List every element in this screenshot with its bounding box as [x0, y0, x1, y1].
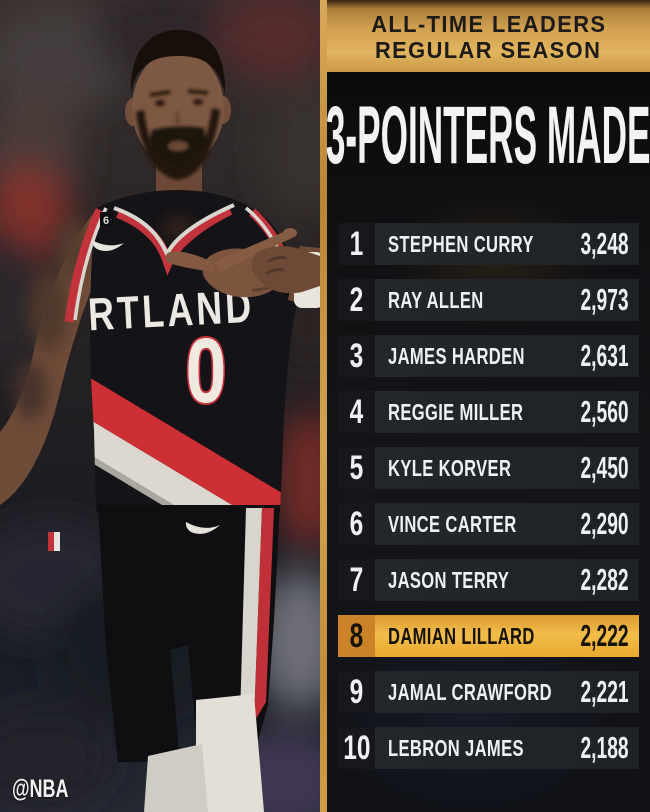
rank-cell: 4	[338, 391, 375, 433]
leaderboard-panel: ALL-TIME LEADERS REGULAR SEASON 3-POINTE…	[326, 0, 650, 812]
leader-row-7: 7 JASON TERRY 2,282	[338, 559, 639, 601]
leader-row-8-highlighted: 8 DAMIAN LILLARD 2,222	[338, 615, 639, 657]
panel-header: ALL-TIME LEADERS REGULAR SEASON	[327, 0, 650, 72]
stat-value: 2,282	[580, 562, 629, 597]
stat-value: 2,222	[580, 618, 629, 653]
rank-cell: 10	[338, 727, 375, 769]
stat-value: 2,450	[580, 450, 629, 485]
player-name: JAMES HARDEN	[388, 342, 525, 369]
player-name: VINCE CARTER	[388, 510, 517, 537]
leader-row-9: 9 JAMAL CRAWFORD 2,221	[338, 671, 639, 713]
leader-row-2: 2 RAY ALLEN 2,973	[338, 279, 639, 321]
nba-watermark: @NBA	[12, 775, 69, 803]
player-hands	[165, 228, 320, 308]
leader-row-6: 6 VINCE CARTER 2,290	[338, 503, 639, 545]
stat-value: 3,248	[580, 226, 629, 261]
player-photo: 6 RTLAND 0	[0, 0, 320, 812]
gold-divider	[320, 0, 327, 812]
stat-value: 2,973	[580, 282, 629, 317]
leaderboard-rows: 1 STEPHEN CURRY 3,248 2 RAY ALLEN 2,973 …	[338, 223, 639, 783]
rank-cell: 5	[338, 447, 375, 489]
leader-row-3: 3 JAMES HARDEN 2,631	[338, 335, 639, 377]
header-line1: ALL-TIME LEADERS	[370, 11, 607, 37]
rank-cell: 1	[338, 223, 375, 265]
player-name: JASON TERRY	[388, 566, 510, 593]
player-name: JAMAL CRAWFORD	[388, 678, 552, 705]
player-name: DAMIAN LILLARD	[388, 622, 535, 649]
player-illustration: 6 RTLAND 0	[0, 0, 320, 812]
stat-value: 2,290	[580, 506, 629, 541]
leader-row-10: 10 LEBRON JAMES 2,188	[338, 727, 639, 769]
rank-cell: 7	[338, 559, 375, 601]
player-name: KYLE KORVER	[388, 454, 512, 481]
header-line2: REGULAR SEASON	[375, 37, 602, 63]
nike-swoosh-jersey	[92, 240, 124, 251]
rank-cell: 6	[338, 503, 375, 545]
player-name: LEBRON JAMES	[388, 734, 524, 761]
stat-value: 2,631	[580, 338, 629, 373]
player-name: STEPHEN CURRY	[388, 230, 534, 257]
jersey-number: 0	[184, 317, 229, 423]
rank-cell: 8	[338, 615, 375, 657]
rank-cell: 2	[338, 279, 375, 321]
rank-cell: 9	[338, 671, 375, 713]
stat-value: 2,221	[580, 674, 629, 709]
stat-value: 2,188	[580, 730, 629, 765]
player-name: RAY ALLEN	[388, 286, 484, 313]
player-legs	[144, 694, 264, 812]
rank-cell: 3	[338, 335, 375, 377]
face-features	[136, 89, 220, 180]
player-head	[125, 30, 231, 202]
jersey-patch: 6	[103, 215, 109, 227]
nike-swoosh-shorts	[185, 522, 220, 534]
svg-text:0: 0	[186, 319, 227, 422]
stat-value: 2,560	[580, 394, 629, 429]
leader-row-4: 4 REGGIE MILLER 2,560	[338, 391, 639, 433]
leader-row-5: 5 KYLE KORVER 2,450	[338, 447, 639, 489]
player-name: REGGIE MILLER	[388, 398, 524, 425]
stat-title: 3-POINTERS MADE	[326, 89, 650, 181]
leader-row-1: 1 STEPHEN CURRY 3,248	[338, 223, 639, 265]
